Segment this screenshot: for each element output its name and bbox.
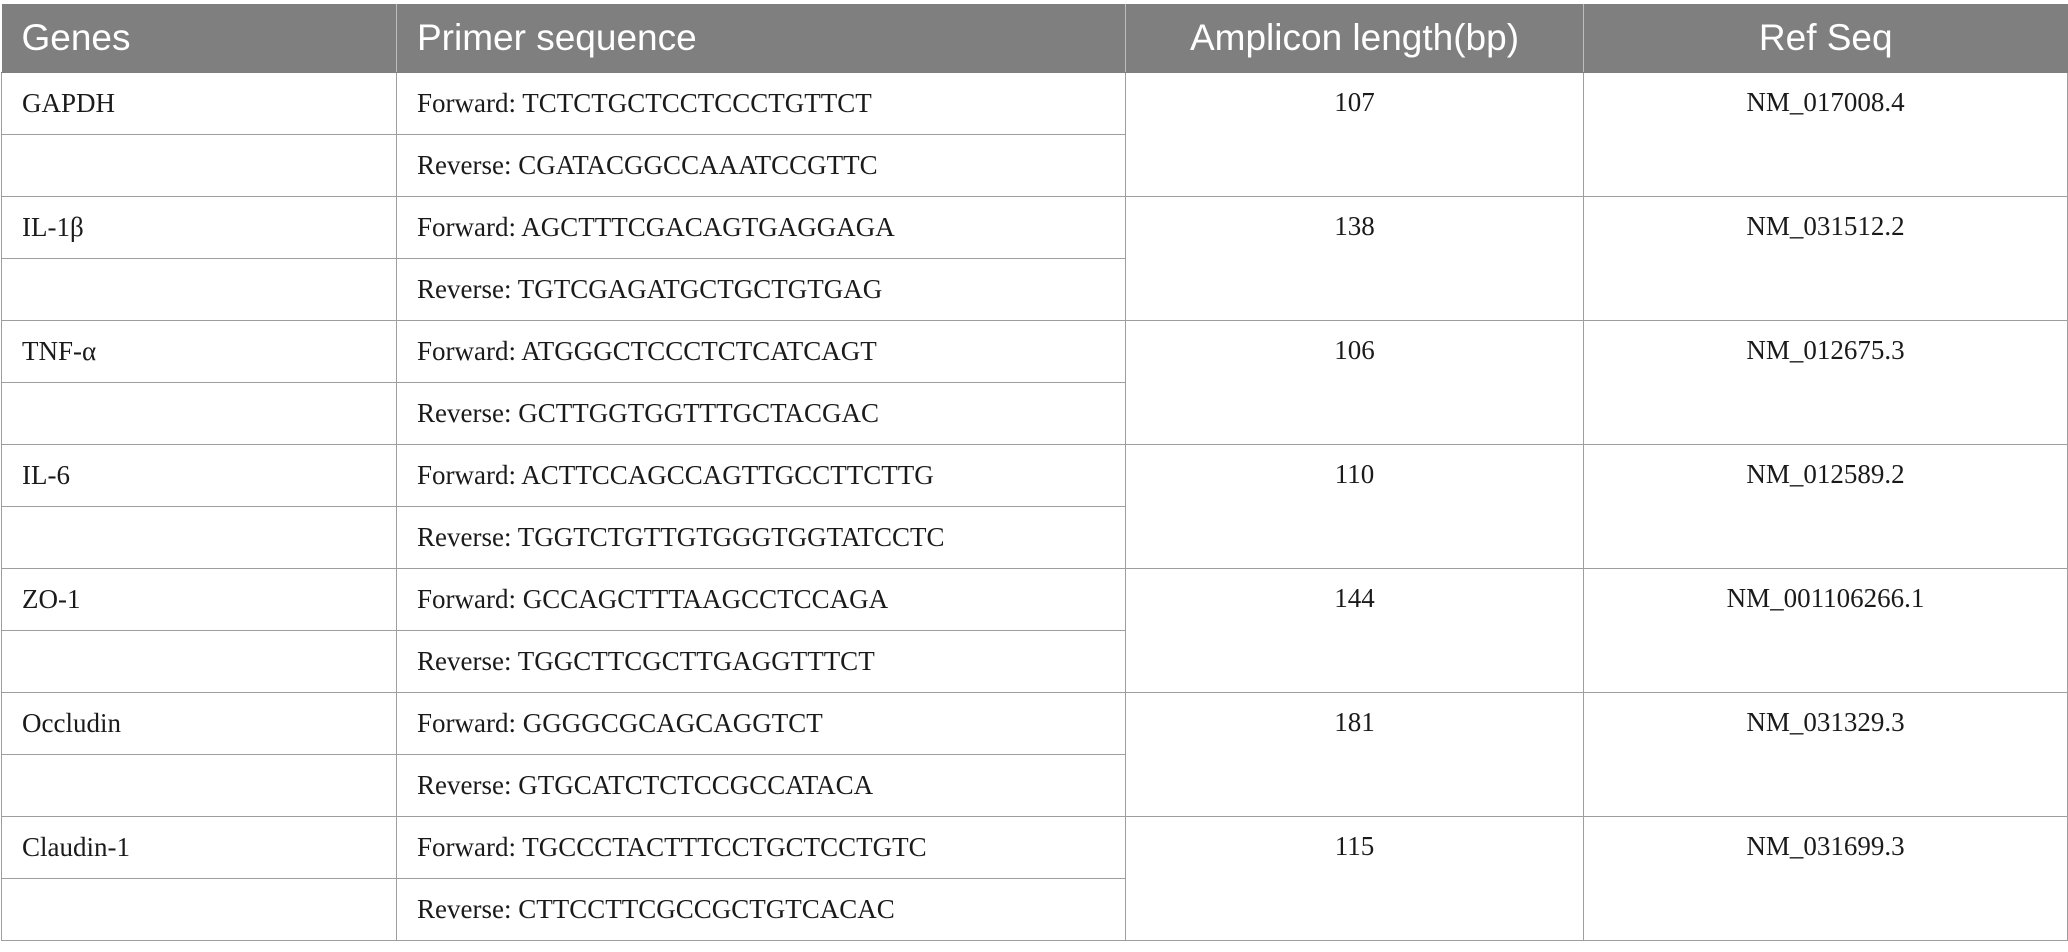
table-row: GAPDH Forward: TCTCTGCTCCTCCCTGTTCT 107 NM_… (1, 72, 2068, 197)
ref-seq-cell: NM_012675.3 (1583, 320, 2068, 445)
gene-name-cell: IL-1β (1, 196, 397, 259)
ref-seq-cell: NM_031329.3 (1583, 692, 2068, 817)
forward-primer-cell: Forward: GGGGCGCAGCAGGTCT (396, 692, 1126, 755)
primer-table: Genes Primer sequence Amplicon length(bp… (1, 4, 2068, 941)
reverse-primer-cell: Reverse: TGTCGAGATGCTGCTGTGAG (396, 258, 1126, 321)
ref-seq-cell: NM_031699.3 (1583, 816, 2068, 941)
empty-gene-cell (1, 878, 397, 941)
table-row: TNF-α Forward: ATGGGCTCCCTCTCATCAGT 106 NM_… (1, 320, 2068, 445)
table-row: Reverse: TGGCTTCGCTTGAGGTTTCT (1, 630, 2068, 693)
forward-primer-cell: Forward: TCTCTGCTCCTCCCTGTTCT (396, 72, 1126, 135)
gene-name-cell: ZO-1 (1, 568, 397, 631)
amplicon-length-cell: 110 (1125, 444, 1584, 569)
gene-name-cell: Claudin-1 (1, 816, 397, 879)
empty-gene-cell (1, 506, 397, 569)
table-row: ZO-1 Forward: GCCAGCTTTAAGCCTCCAGA 144 NM_0… (1, 568, 2068, 693)
reverse-primer-cell: Reverse: GTGCATCTCTCCGCCATACA (396, 754, 1126, 817)
table-row: Reverse: TGGTCTGTTGTGGGTGGTATCCTC (1, 506, 2068, 569)
amplicon-length-cell: 115 (1125, 816, 1584, 941)
amplicon-length-cell: 106 (1125, 320, 1584, 445)
amplicon-length-cell: 181 (1125, 692, 1584, 817)
ref-seq-cell: NM_031512.2 (1583, 196, 2068, 321)
table-body: GAPDH Forward: TCTCTGCTCCTCCCTGTTCT 107 NM_… (1, 72, 2068, 941)
reverse-primer-cell: Reverse: CTTCCTTCGCCGCTGTCACAC (396, 878, 1126, 941)
ref-seq-cell: NM_001106266.1 (1583, 568, 2068, 693)
empty-gene-cell (1, 134, 397, 197)
table-row: Claudin-1 Forward: TGCCCTACTTTCCTGCTCCTGT… (1, 816, 2068, 941)
forward-primer-cell: Forward: ATGGGCTCCCTCTCATCAGT (396, 320, 1126, 383)
header-genes: Genes (1, 4, 397, 73)
header-row: Genes Primer sequence Amplicon length(bp… (1, 4, 2068, 73)
table-row: Reverse: GCTTGGTGGTTTGCTACGAC (1, 382, 2068, 445)
amplicon-length-cell: 107 (1125, 72, 1584, 197)
empty-gene-cell (1, 630, 397, 693)
table-row: Reverse: CTTCCTTCGCCGCTGTCACAC (1, 878, 2068, 941)
gene-name-cell: GAPDH (1, 72, 397, 135)
table-row: IL-1β Forward: AGCTTTCGACAGTGAGGAGA 138 NM_… (1, 196, 2068, 321)
reverse-primer-cell: Reverse: TGGCTTCGCTTGAGGTTTCT (396, 630, 1126, 693)
reverse-primer-cell: Reverse: GCTTGGTGGTTTGCTACGAC (396, 382, 1126, 445)
primer-table-container: Genes Primer sequence Amplicon length(bp… (0, 4, 2068, 941)
header-amplicon-length: Amplicon length(bp) (1125, 4, 1584, 73)
reverse-primer-cell: Reverse: CGATACGGCCAAATCCGTTC (396, 134, 1126, 197)
forward-primer-cell: Forward: ACTTCCAGCCAGTTGCCTTCTTG (396, 444, 1126, 507)
forward-primer-cell: Forward: AGCTTTCGACAGTGAGGAGA (396, 196, 1126, 259)
header-ref-seq: Ref Seq (1583, 4, 2068, 73)
gene-name-cell: IL-6 (1, 444, 397, 507)
amplicon-length-cell: 138 (1125, 196, 1584, 321)
gene-name-cell: Occludin (1, 692, 397, 755)
table-row: IL-6 Forward: ACTTCCAGCCAGTTGCCTTCTTG 110 N… (1, 444, 2068, 569)
amplicon-length-cell: 144 (1125, 568, 1584, 693)
ref-seq-cell: NM_012589.2 (1583, 444, 2068, 569)
forward-primer-cell: Forward: TGCCCTACTTTCCTGCTCCTGTC (396, 816, 1126, 879)
table-row: Reverse: GTGCATCTCTCCGCCATACA (1, 754, 2068, 817)
reverse-primer-cell: Reverse: TGGTCTGTTGTGGGTGGTATCCTC (396, 506, 1126, 569)
table-header: Genes Primer sequence Amplicon length(bp… (1, 4, 2068, 73)
ref-seq-cell: NM_017008.4 (1583, 72, 2068, 197)
empty-gene-cell (1, 382, 397, 445)
empty-gene-cell (1, 258, 397, 321)
table-row: Occludin Forward: GGGGCGCAGCAGGTCT 181 NM_0… (1, 692, 2068, 817)
forward-primer-cell: Forward: GCCAGCTTTAAGCCTCCAGA (396, 568, 1126, 631)
gene-name-cell: TNF-α (1, 320, 397, 383)
header-primer-sequence: Primer sequence (396, 4, 1126, 73)
empty-gene-cell (1, 754, 397, 817)
